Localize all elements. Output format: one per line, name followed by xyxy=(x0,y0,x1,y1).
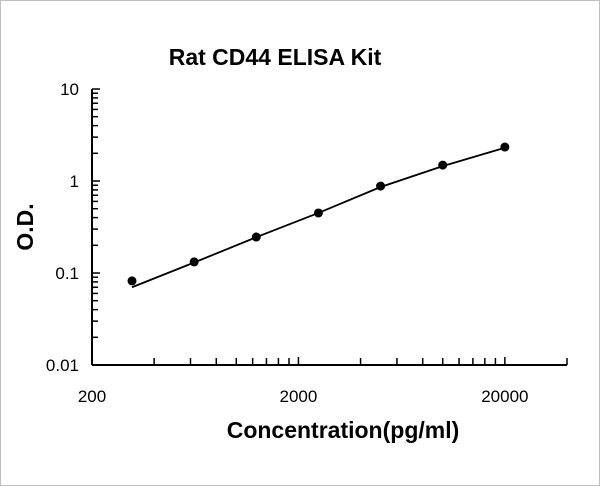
y-tick-label: 1 xyxy=(70,172,79,191)
data-point xyxy=(438,160,448,170)
y-tick-label: 0.1 xyxy=(55,264,79,283)
chart-title: Rat CD44 ELISA Kit xyxy=(169,44,382,70)
data-point xyxy=(189,257,199,267)
y-axis-label: O.D. xyxy=(12,203,38,250)
x-tick-label: 2000 xyxy=(280,387,318,406)
y-tick-label: 10 xyxy=(60,80,79,99)
x-axis-label: Concentration(pg/ml) xyxy=(227,417,460,443)
x-tick-label: 200 xyxy=(78,387,106,406)
x-tick-label: 20000 xyxy=(481,387,528,406)
data-point xyxy=(376,181,386,191)
data-point xyxy=(500,142,510,152)
data-point xyxy=(127,276,137,286)
data-point xyxy=(313,208,323,218)
data-point xyxy=(251,232,261,242)
y-tick-label: 0.01 xyxy=(46,356,79,375)
